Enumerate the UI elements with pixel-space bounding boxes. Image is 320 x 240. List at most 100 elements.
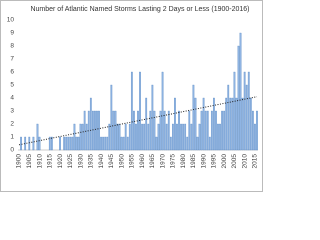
bar bbox=[100, 136, 102, 151]
bar bbox=[174, 97, 176, 151]
x-tick-label: 1955 bbox=[129, 154, 136, 169]
bar bbox=[149, 110, 152, 151]
bar bbox=[190, 123, 193, 151]
bar bbox=[128, 123, 131, 151]
y-tick-label: 10 bbox=[7, 17, 15, 24]
y-tick-label: 8 bbox=[10, 43, 14, 50]
bar bbox=[110, 84, 113, 151]
bar bbox=[145, 97, 148, 151]
bar bbox=[176, 123, 178, 151]
bar bbox=[161, 71, 164, 151]
bar bbox=[130, 71, 133, 151]
bar bbox=[120, 136, 123, 151]
x-tick-label: 2015 bbox=[252, 154, 259, 169]
bar bbox=[118, 123, 121, 151]
bar bbox=[194, 97, 197, 151]
bar bbox=[81, 123, 84, 151]
bar bbox=[167, 110, 170, 151]
bar bbox=[247, 71, 250, 151]
bar bbox=[169, 136, 172, 151]
bar bbox=[116, 123, 119, 151]
y-tick-label: 0 bbox=[10, 147, 14, 154]
bar bbox=[20, 136, 22, 151]
bar bbox=[28, 136, 31, 151]
bar bbox=[252, 110, 254, 151]
bar bbox=[159, 110, 162, 151]
x-tick-label: 1985 bbox=[190, 154, 197, 169]
bar bbox=[196, 136, 199, 151]
chart-title: Number of Atlantic Named Storms Lasting … bbox=[30, 6, 249, 13]
bar bbox=[122, 136, 125, 151]
bar bbox=[36, 123, 39, 151]
y-tick-label: 9 bbox=[10, 30, 14, 37]
bar bbox=[215, 110, 217, 151]
bar bbox=[126, 136, 129, 151]
bar bbox=[112, 110, 115, 151]
bar bbox=[71, 136, 74, 151]
x-tick-label: 1940 bbox=[98, 154, 105, 169]
bar bbox=[67, 136, 70, 151]
bar bbox=[50, 136, 53, 151]
bar bbox=[135, 123, 137, 151]
bar bbox=[178, 110, 180, 151]
x-tick-label: 2000 bbox=[221, 154, 228, 169]
bar bbox=[180, 123, 182, 151]
bar bbox=[73, 123, 76, 151]
bar bbox=[75, 136, 78, 151]
bar bbox=[139, 71, 141, 151]
bar bbox=[192, 84, 195, 151]
trend-line bbox=[18, 96, 258, 146]
x-tick-label: 1960 bbox=[139, 154, 146, 169]
bar bbox=[32, 136, 35, 151]
bar bbox=[210, 110, 213, 151]
bar bbox=[235, 97, 238, 151]
bar bbox=[77, 136, 80, 151]
bar bbox=[104, 136, 107, 151]
bar bbox=[143, 123, 146, 151]
bar bbox=[124, 123, 127, 151]
bar bbox=[59, 136, 61, 151]
bar bbox=[38, 136, 41, 151]
bar bbox=[92, 110, 94, 151]
x-tick-label: 1930 bbox=[77, 154, 84, 169]
bar bbox=[188, 110, 191, 151]
y-tick-label: 4 bbox=[10, 95, 14, 102]
bar bbox=[241, 97, 244, 151]
bar bbox=[147, 123, 150, 151]
x-tick-label: 1915 bbox=[47, 154, 54, 169]
bar bbox=[217, 123, 219, 151]
bar bbox=[63, 136, 66, 151]
bar bbox=[239, 32, 242, 151]
bar bbox=[206, 110, 209, 151]
x-tick-label: 2005 bbox=[231, 154, 238, 169]
bar bbox=[245, 84, 248, 151]
x-tick-label: 1910 bbox=[36, 154, 43, 169]
bar bbox=[233, 71, 236, 151]
y-tick-label: 5 bbox=[10, 82, 14, 89]
bar bbox=[96, 110, 98, 151]
bar bbox=[221, 110, 223, 151]
x-tick-label: 1900 bbox=[16, 154, 23, 169]
bar bbox=[219, 123, 221, 151]
bar bbox=[202, 97, 205, 151]
x-tick-label: 1920 bbox=[57, 154, 64, 169]
bar bbox=[155, 136, 158, 151]
bar bbox=[243, 71, 246, 151]
bar bbox=[79, 123, 82, 151]
bar bbox=[83, 110, 86, 151]
bar bbox=[223, 110, 226, 151]
bar bbox=[186, 136, 189, 151]
bar bbox=[102, 136, 104, 151]
bar bbox=[106, 136, 109, 151]
y-tick-label: 7 bbox=[10, 56, 14, 63]
x-tick-label: 1965 bbox=[149, 154, 156, 169]
bar bbox=[204, 110, 207, 151]
bar bbox=[133, 110, 135, 151]
bar bbox=[94, 110, 96, 151]
bar bbox=[225, 97, 228, 151]
bar bbox=[157, 123, 160, 151]
bar bbox=[137, 110, 139, 151]
bar bbox=[141, 123, 143, 151]
x-tick-label: 1935 bbox=[88, 154, 95, 169]
bar bbox=[114, 110, 117, 151]
